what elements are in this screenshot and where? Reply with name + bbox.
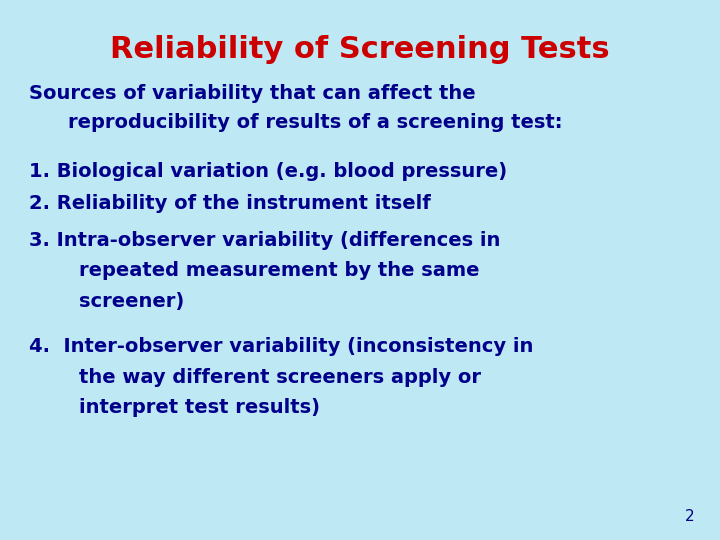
Text: interpret test results): interpret test results) bbox=[79, 398, 320, 417]
Text: screener): screener) bbox=[79, 292, 184, 310]
Text: 2: 2 bbox=[685, 509, 695, 524]
Text: reproducibility of results of a screening test:: reproducibility of results of a screenin… bbox=[68, 113, 563, 132]
Text: repeated measurement by the same: repeated measurement by the same bbox=[79, 261, 480, 280]
Text: 2. Reliability of the instrument itself: 2. Reliability of the instrument itself bbox=[29, 194, 431, 213]
Text: Sources of variability that can affect the: Sources of variability that can affect t… bbox=[29, 84, 475, 103]
Text: 4.  Inter-observer variability (inconsistency in: 4. Inter-observer variability (inconsist… bbox=[29, 338, 534, 356]
Text: 1. Biological variation (e.g. blood pressure): 1. Biological variation (e.g. blood pres… bbox=[29, 162, 507, 181]
Text: the way different screeners apply or: the way different screeners apply or bbox=[79, 368, 481, 387]
Text: 3. Intra-observer variability (differences in: 3. Intra-observer variability (differenc… bbox=[29, 231, 500, 250]
Text: Reliability of Screening Tests: Reliability of Screening Tests bbox=[110, 35, 610, 64]
